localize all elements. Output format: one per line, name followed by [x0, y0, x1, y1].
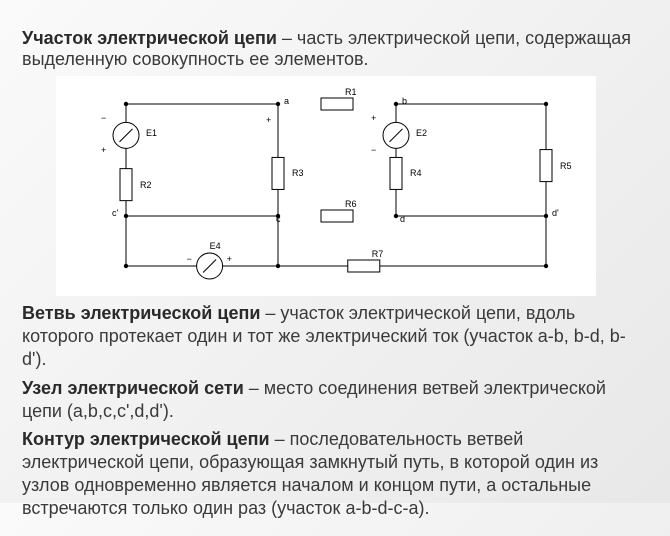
plus-E2: +	[371, 113, 376, 123]
circuit-svg	[56, 76, 596, 296]
node-label-a: a	[284, 96, 289, 106]
node-e4j	[276, 264, 280, 268]
label-R5: R5	[560, 161, 572, 171]
node-label-cprime: c'	[112, 208, 118, 218]
resistor-R1	[321, 98, 353, 110]
label-E1: E1	[146, 128, 157, 138]
resistor-R3	[272, 157, 284, 189]
plus-E1: +	[101, 145, 106, 155]
node-tr	[544, 102, 548, 106]
resistor-R7	[348, 260, 380, 272]
label-R7: R7	[372, 249, 384, 259]
label-E2: E2	[416, 128, 427, 138]
minus-E1: −	[101, 113, 106, 123]
node-label-b: b	[402, 96, 407, 106]
section-definition: Участок электрической цепи – часть элект…	[22, 28, 648, 70]
minus-E2: −	[371, 145, 376, 155]
node-cprime	[124, 214, 128, 218]
resistor-R2	[120, 169, 132, 201]
node-label-c: c	[276, 214, 281, 224]
node-b	[394, 102, 398, 106]
resistor-R5	[540, 150, 552, 182]
branch-definition: Ветвь электрической цепи – участок элект…	[22, 302, 648, 371]
label-E4: E4	[210, 241, 221, 251]
node-term: Узел электрической сети	[22, 378, 244, 398]
label-R4: R4	[410, 168, 422, 178]
loop-definition: Контур электрической цепи – последовател…	[22, 428, 648, 520]
node-label-dprime: d'	[552, 208, 559, 218]
node-a	[276, 102, 280, 106]
loop-term: Контур электрической цепи	[22, 429, 270, 449]
node-tl	[124, 102, 128, 106]
node-br	[544, 264, 548, 268]
resistor-R4	[390, 157, 402, 189]
node-label-d: d	[400, 214, 405, 224]
branch-term: Ветвь электрической цепи	[22, 303, 260, 323]
section-term: Участок электрической цепи	[22, 28, 277, 48]
mark-0: +	[266, 115, 271, 125]
node-d	[394, 214, 398, 218]
resistor-R6	[321, 210, 353, 222]
label-R2: R2	[140, 180, 152, 190]
circuit-diagram: R1 R2 R3 R4 R5 R6 R7 E1 + − E2 + − E4 + − + a b c d c' d'	[56, 76, 596, 296]
node-bl	[124, 264, 128, 268]
node-definition: Узел электрической сети – место соединен…	[22, 377, 648, 423]
label-R1: R1	[345, 87, 357, 97]
node-dprime	[544, 214, 548, 218]
minus-E4: −	[187, 254, 192, 264]
label-R3: R3	[292, 168, 304, 178]
plus-E4: +	[227, 254, 232, 264]
label-R6: R6	[345, 199, 357, 209]
